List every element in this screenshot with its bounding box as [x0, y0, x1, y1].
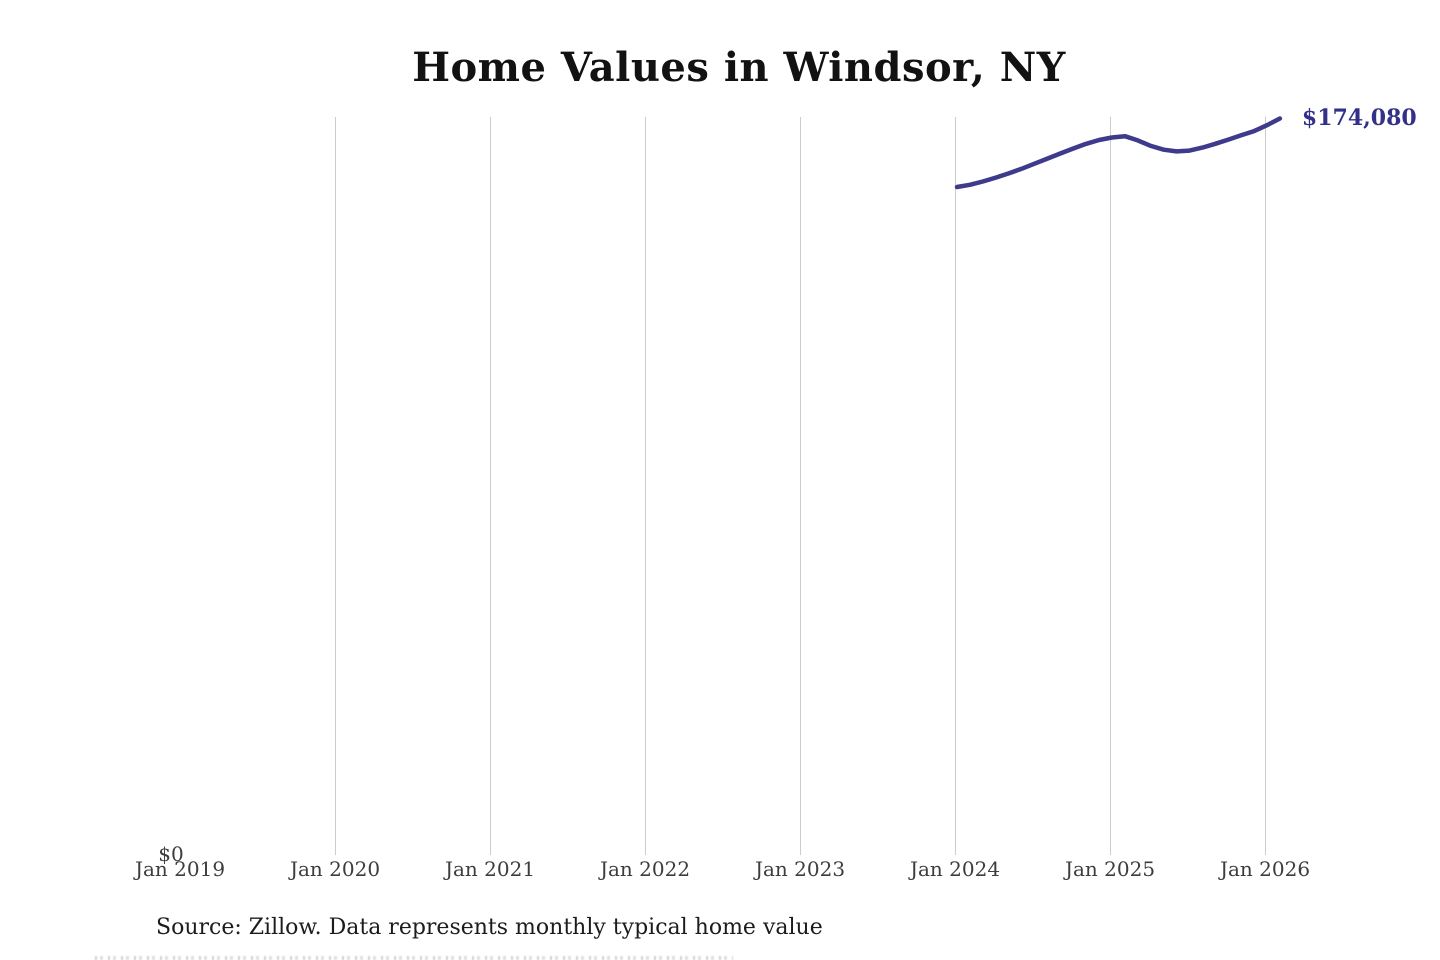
home-value-line — [954, 116, 1283, 190]
x-tick-label: Jan 2024 — [909, 857, 1001, 881]
x-tick-label: Jan 2025 — [1064, 857, 1156, 881]
x-tick-label: Jan 2021 — [444, 857, 536, 881]
x-tick-label: Jan 2020 — [289, 857, 381, 881]
gridline-jan-2024 — [954, 117, 956, 855]
gridline-jan-2023 — [799, 117, 801, 855]
gridline-jan-2020 — [334, 117, 336, 855]
x-tick-label: Jan 2022 — [599, 857, 691, 881]
gridline-jan-2025 — [1109, 117, 1111, 855]
x-tick-label: Jan 2023 — [754, 857, 846, 881]
source-note: Source: Zillow. Data represents monthly … — [156, 915, 823, 940]
x-tick-label: Jan 2026 — [1219, 857, 1311, 881]
y-axis-zero-label: $0 — [158, 842, 184, 866]
x-tick-label: Jan 2019 — [134, 857, 226, 881]
end-value-label: $174,080 — [1301, 104, 1417, 131]
chart-title: Home Values in Windsor, NY — [412, 44, 1066, 91]
clipped-text-artifact — [95, 956, 733, 960]
gridline-jan-2022 — [644, 117, 646, 855]
gridline-jan-2021 — [489, 117, 491, 855]
gridline-jan-2026 — [1264, 117, 1266, 855]
